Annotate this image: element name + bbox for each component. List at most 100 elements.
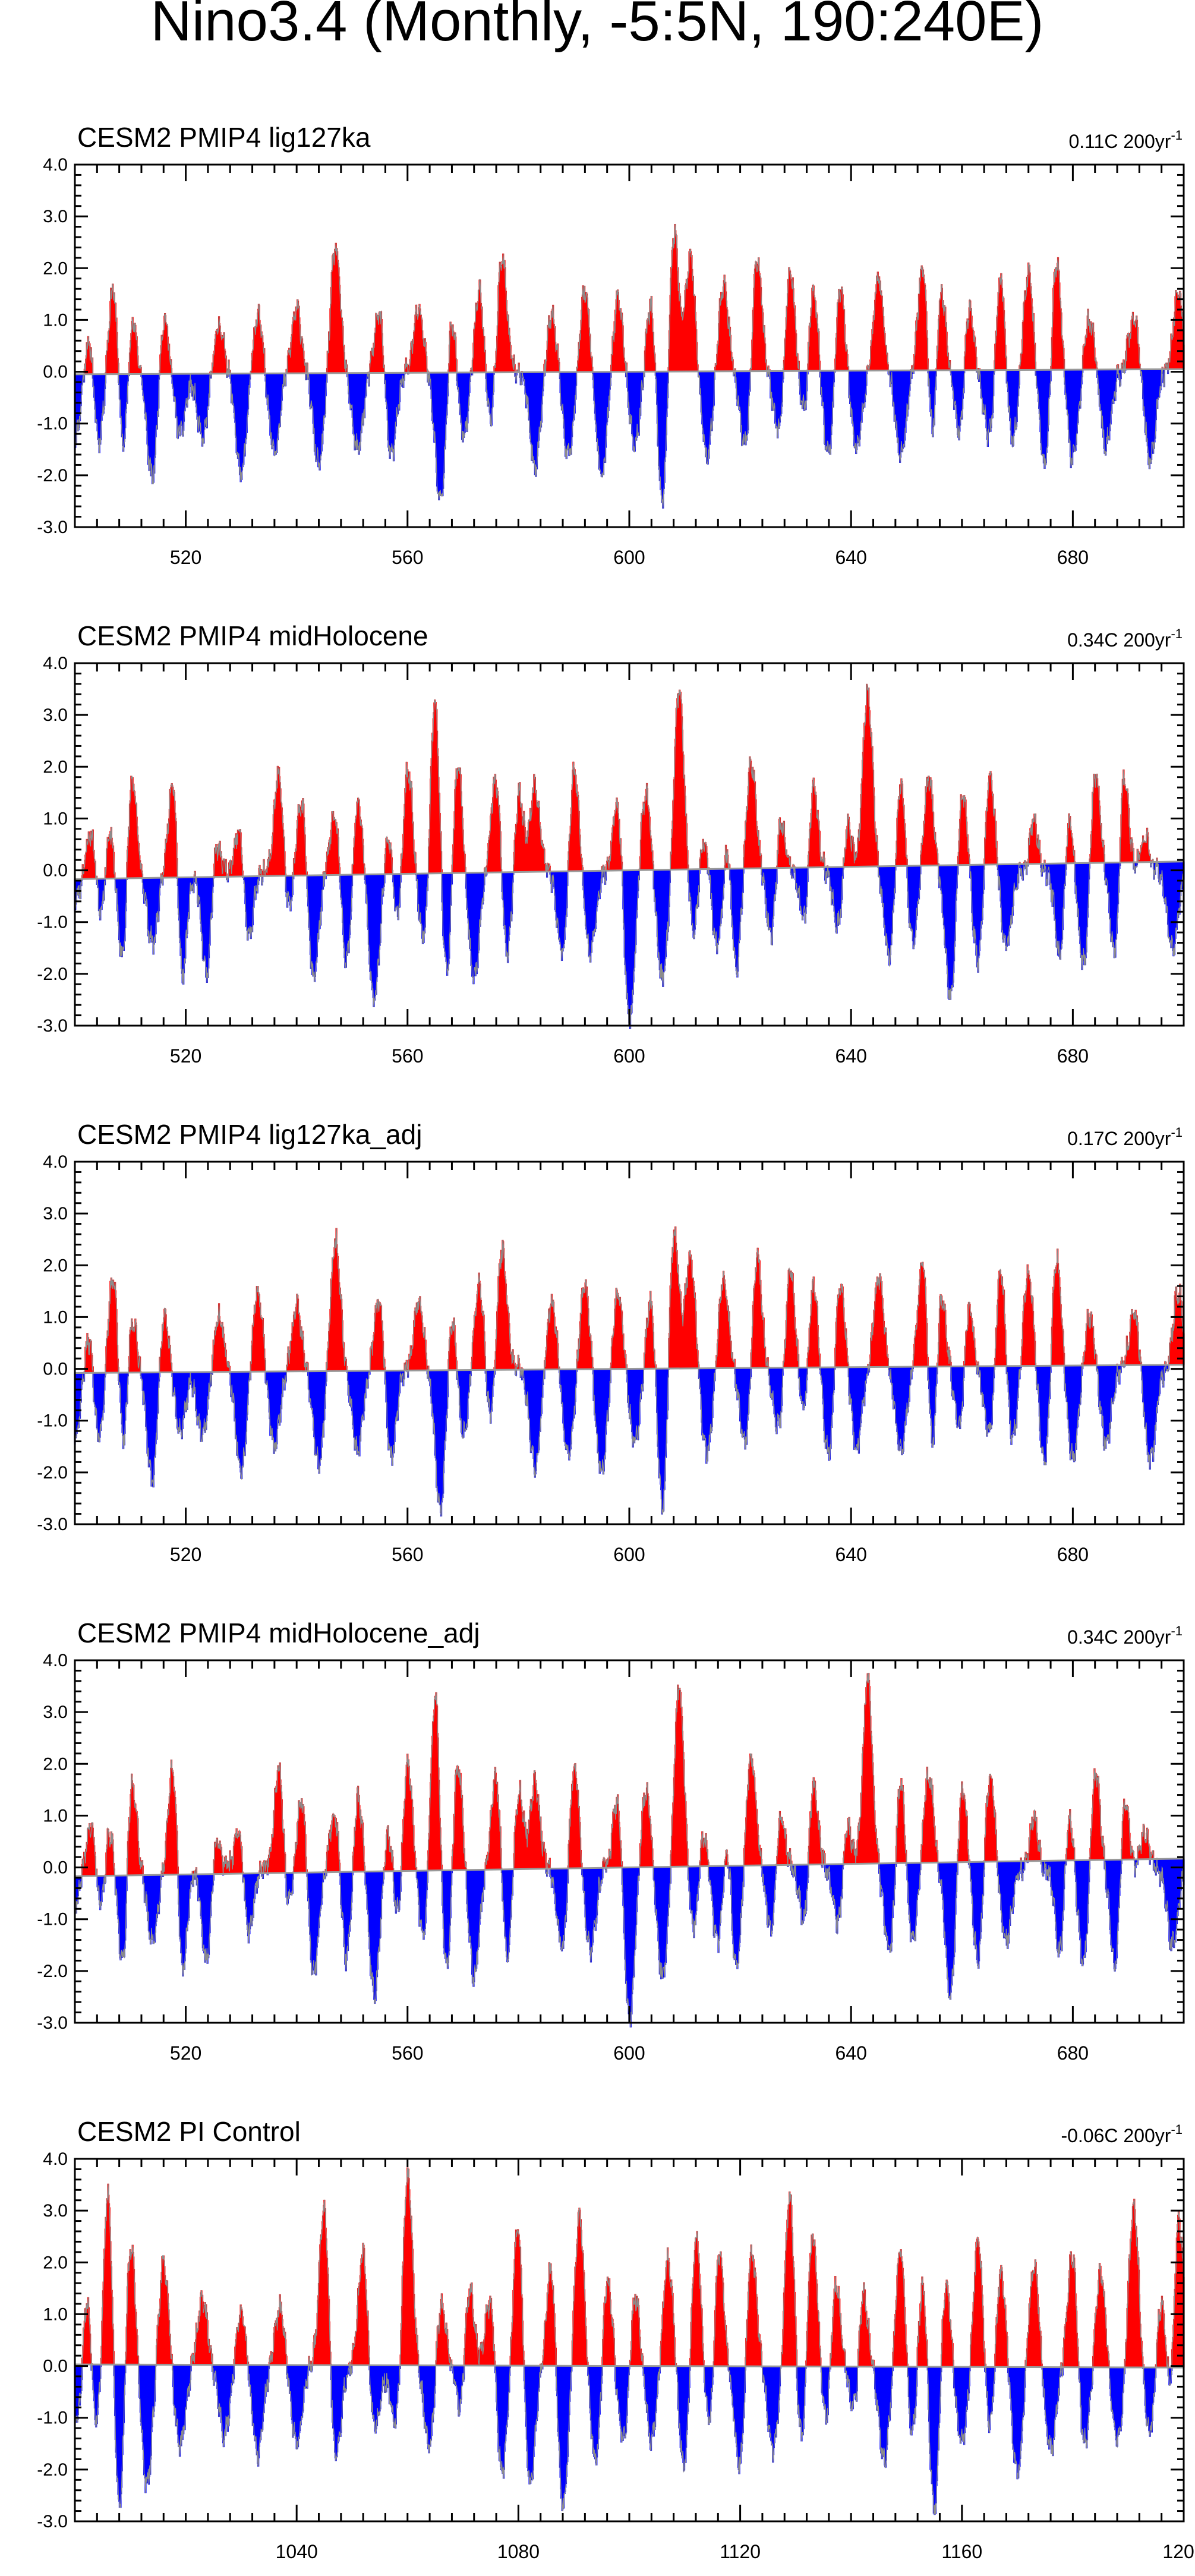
y-tick-label: 2.0 (43, 1256, 68, 1275)
x-tick-label: 560 (392, 1045, 423, 1067)
y-tick-label: 1.0 (43, 1307, 68, 1327)
y-tick-label: 0.0 (43, 861, 68, 881)
anomaly-series-line (74, 223, 1184, 509)
y-tick-label: 3.0 (43, 705, 68, 725)
y-tick-label: 4.0 (43, 2149, 68, 2169)
x-tick-label: 600 (613, 2042, 645, 2064)
negative-anomaly-fill (74, 1858, 1185, 2028)
y-tick-label: 0.0 (43, 1360, 68, 1379)
trend-exponent: -1 (1171, 626, 1183, 641)
y-tick-label: 0.0 (43, 1858, 68, 1878)
panel-title: CESM2 PMIP4 midHolocene_adj (77, 1618, 480, 1648)
x-tick-label: 640 (835, 2042, 867, 2064)
trend-line (74, 860, 1184, 880)
trend-line (74, 2363, 1184, 2369)
trend-value: 0.34C 200yr (1067, 1626, 1171, 1648)
y-tick-label: 2.0 (43, 2253, 68, 2272)
trend-annotation: -0.06C 200yr-1 (1061, 2122, 1183, 2146)
panel-3: 4.0 3.0 2.0 1.0 0.0 -1.0 -2.0 -3.0 520 560 600 640 6… (37, 1119, 1185, 1565)
trend-annotation: 0.17C 200yr-1 (1067, 1125, 1183, 1149)
trend-value: 0.34C 200yr (1067, 629, 1171, 651)
x-tick-label: 600 (613, 1045, 645, 1067)
y-tick-label: 1.0 (43, 809, 68, 828)
trend-value: 0.17C 200yr (1067, 1128, 1171, 1149)
x-tick-label: 640 (835, 1045, 867, 1067)
panel-2: 4.0 3.0 2.0 1.0 0.0 -1.0 -2.0 -3.0 520 560 600 640 6… (37, 620, 1185, 1067)
y-tick-label: 3.0 (43, 1702, 68, 1722)
x-tick-label: 520 (170, 1045, 201, 1067)
panel-title: CESM2 PMIP4 midHolocene (77, 620, 428, 651)
panels: 4.0 3.0 2.0 1.0 0.0 -1.0 -2.0 -3.0 520 560 600 640 6… (37, 122, 1195, 2562)
positive-anomaly-fill (81, 683, 1158, 879)
y-tick-label: 3.0 (43, 2201, 68, 2221)
x-tick-label: 560 (392, 1544, 423, 1565)
y-tick-label: 3.0 (43, 1204, 68, 1224)
y-tick-label: 1.0 (43, 2304, 68, 2324)
trend-annotation: 0.11C 200yr-1 (1068, 128, 1183, 152)
y-tick-label: 1.0 (43, 310, 68, 330)
negative-anomaly-fill (74, 369, 1169, 509)
x-tick-label: 680 (1057, 547, 1089, 568)
x-tick-label: 520 (170, 547, 201, 568)
trend-line (74, 368, 1184, 376)
y-tick-label: 0.0 (43, 362, 68, 382)
trend-value: -0.06C 200yr (1061, 2125, 1171, 2146)
x-tick-label: 600 (613, 547, 645, 568)
trend-exponent: -1 (1171, 1623, 1183, 1638)
y-tick-label: -2.0 (37, 466, 68, 485)
positive-anomaly-fill (81, 2167, 1185, 2368)
panel-title: CESM2 PMIP4 lig127ka (77, 122, 371, 153)
x-tick-label: 1200 (1162, 2541, 1195, 2562)
y-tick-label: -3.0 (37, 1515, 68, 1534)
x-tick-label: 520 (170, 1544, 201, 1565)
negative-anomaly-fill (74, 1364, 1169, 1517)
trend-exponent: -1 (1171, 1125, 1183, 1140)
y-tick-label: -2.0 (37, 1962, 68, 1981)
panel-5: 4.0 3.0 2.0 1.0 0.0 -1.0 -2.0 -3.0 1040 1080 1120 1… (37, 2116, 1195, 2562)
y-tick-label: 4.0 (43, 654, 68, 673)
panel-title: CESM2 PI Control (77, 2116, 301, 2147)
x-tick-label: 680 (1057, 1544, 1089, 1565)
x-tick-label: 640 (835, 1544, 867, 1565)
y-tick-label: -1.0 (37, 2408, 68, 2428)
anomaly-series-line (74, 2167, 1184, 2515)
y-tick-label: -2.0 (37, 1463, 68, 1483)
positive-anomaly-fill (83, 1226, 1185, 1373)
panel-title: CESM2 PMIP4 lig127ka_adj (77, 1119, 422, 1150)
x-tick-label: 680 (1057, 1045, 1089, 1067)
x-tick-label: 1120 (720, 2541, 761, 2562)
y-tick-label: 0.0 (43, 2357, 68, 2376)
y-tick-label: -3.0 (37, 2512, 68, 2531)
y-tick-label: -1.0 (37, 1411, 68, 1431)
positive-anomaly-fill (81, 1673, 1158, 1877)
figure-title: Nino3.4 (Monthly, -5:5N, 190:240E) (151, 0, 1044, 53)
trend-line (74, 1858, 1184, 1877)
x-tick-label: 600 (613, 1544, 645, 1565)
trend-annotation: 0.34C 200yr-1 (1067, 626, 1183, 651)
y-tick-label: 4.0 (43, 1152, 68, 1172)
panel-4: 4.0 3.0 2.0 1.0 0.0 -1.0 -2.0 -3.0 520 560 600 640 6… (37, 1618, 1185, 2064)
trend-exponent: -1 (1171, 2122, 1183, 2137)
y-tick-label: -3.0 (37, 1016, 68, 1036)
y-tick-label: 4.0 (43, 1651, 68, 1670)
anomaly-series-line (74, 1226, 1184, 1517)
y-tick-label: -3.0 (37, 2013, 68, 2033)
y-tick-label: 4.0 (43, 155, 68, 175)
x-tick-label: 520 (170, 2042, 201, 2064)
y-tick-label: -1.0 (37, 1910, 68, 1929)
y-tick-label: -2.0 (37, 2460, 68, 2480)
panel-1: 4.0 3.0 2.0 1.0 0.0 -1.0 -2.0 -3.0 520 560 600 640 6… (37, 122, 1185, 568)
y-tick-label: 3.0 (43, 207, 68, 226)
x-tick-label: 1080 (497, 2541, 540, 2562)
y-tick-label: -1.0 (37, 913, 68, 932)
y-tick-label: -3.0 (37, 518, 68, 537)
x-tick-label: 640 (835, 547, 867, 568)
x-tick-label: 1040 (276, 2541, 318, 2562)
positive-anomaly-fill (83, 223, 1185, 374)
x-tick-label: 560 (392, 547, 423, 568)
trend-line (74, 1364, 1184, 1374)
trend-annotation: 0.34C 200yr-1 (1067, 1623, 1183, 1648)
y-tick-label: -2.0 (37, 964, 68, 984)
y-tick-label: 2.0 (43, 1754, 68, 1774)
